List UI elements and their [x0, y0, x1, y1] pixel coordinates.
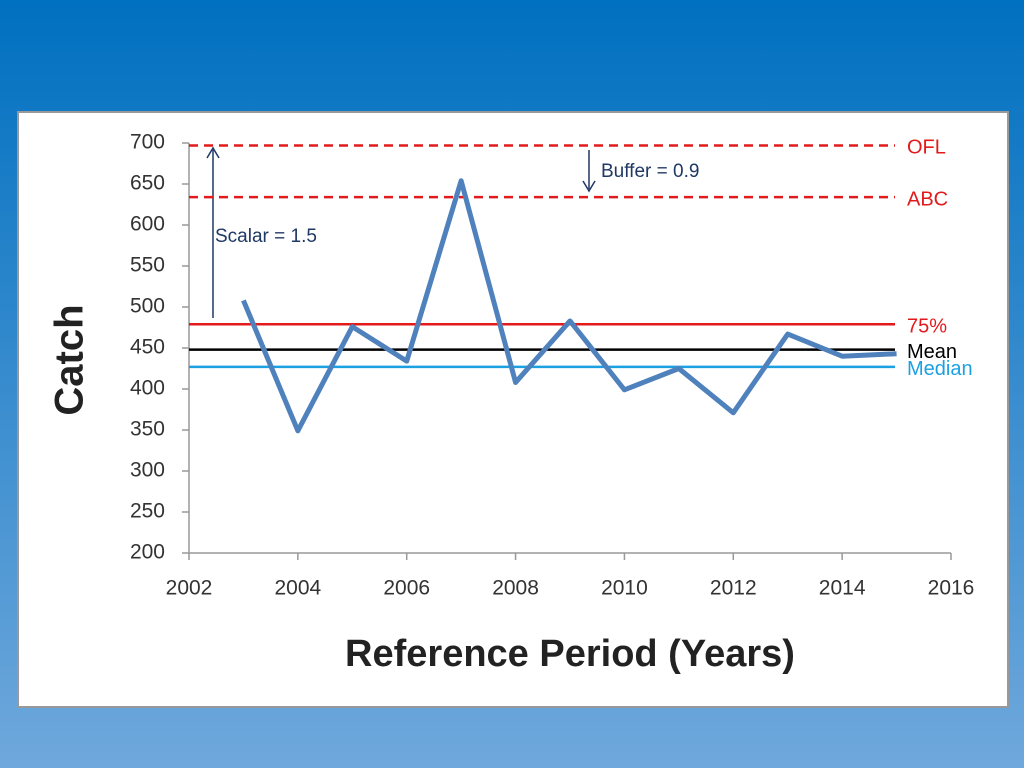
reference-label: OFL: [907, 137, 946, 159]
y-tick-label: 550: [130, 254, 165, 277]
y-axis-label: Catch: [48, 304, 92, 415]
y-tick-label: 200: [130, 541, 165, 564]
x-tick-label: 2010: [601, 577, 648, 600]
annotation: Scalar = 1.5: [215, 226, 317, 247]
x-tick-label: 2014: [819, 577, 866, 600]
y-tick-label: 400: [130, 377, 165, 400]
reference-label: 75%: [907, 316, 947, 338]
x-axis-label: Reference Period (Years): [345, 633, 795, 675]
y-tick-label: 450: [130, 336, 165, 359]
y-tick-label: 600: [130, 213, 165, 236]
x-tick-label: 2016: [928, 577, 975, 600]
panel: [17, 111, 1009, 708]
reference-label: Median: [907, 358, 973, 380]
y-tick-label: 650: [130, 172, 165, 195]
x-tick-label: 2006: [383, 577, 430, 600]
y-tick-label: 250: [130, 500, 165, 523]
x-tick-label: 2002: [166, 577, 213, 600]
x-tick-label: 2004: [274, 577, 321, 600]
reference-label: ABC: [907, 188, 948, 210]
y-tick-label: 350: [130, 418, 165, 441]
y-tick-label: 700: [130, 131, 165, 154]
annotation: Buffer = 0.9: [601, 161, 699, 182]
y-tick-label: 500: [130, 295, 165, 318]
buffer-arrowhead: [582, 180, 596, 193]
x-tick-label: 2008: [492, 577, 539, 600]
data-line: [241, 178, 897, 434]
reference-label: Mean: [907, 341, 957, 363]
scalar-arrowhead: [206, 146, 220, 159]
y-tick-label: 300: [130, 459, 165, 482]
x-tick-label: 2012: [710, 577, 757, 600]
